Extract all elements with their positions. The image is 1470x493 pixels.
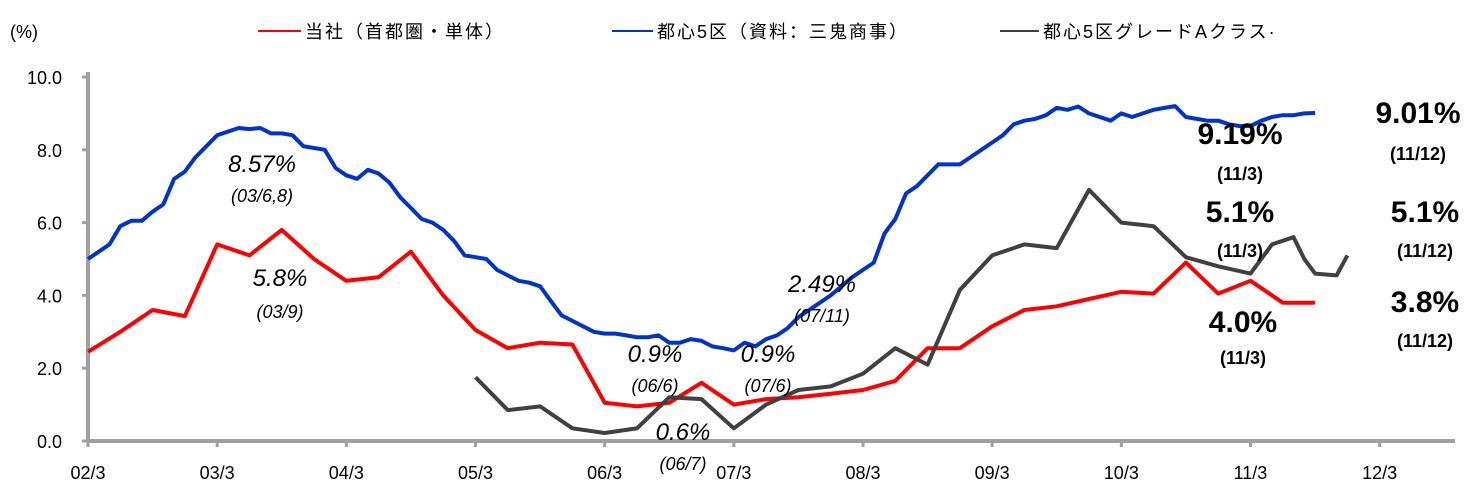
annotation: 5.1% xyxy=(1206,196,1274,229)
annotation: (11/12) xyxy=(1397,241,1453,261)
x-tick-label: 03/3 xyxy=(200,463,235,483)
annotation: (07/11) xyxy=(794,306,850,326)
annotation: (11/3) xyxy=(1220,348,1266,368)
x-tick-label: 10/3 xyxy=(1104,463,1139,483)
legend-label: 当社（首都圏・単体） xyxy=(305,22,505,42)
annotation: (06/6) xyxy=(631,376,678,396)
legend-label: 都心5区（資料：三鬼商事） xyxy=(657,22,909,42)
annotation: 5.8% xyxy=(253,265,308,292)
annotation: 0.9% xyxy=(628,341,683,368)
x-tick-label: 12/3 xyxy=(1362,463,1397,483)
x-tick-label: 02/3 xyxy=(70,463,105,483)
legend-label: 都心5区グレードAクラス· xyxy=(1043,22,1277,42)
annotation: (11/12) xyxy=(1397,331,1453,351)
annotation: 9.19% xyxy=(1197,118,1282,151)
y-tick-label: 4.0 xyxy=(37,286,62,306)
x-tick-label: 11/3 xyxy=(1234,463,1268,483)
y-tick-label: 0.0 xyxy=(37,432,62,452)
annotation: 0.6% xyxy=(656,419,711,446)
annotation: (03/6,8) xyxy=(231,186,293,206)
annotation: (07/6) xyxy=(744,376,791,396)
annotation: (11/12) xyxy=(1390,144,1446,164)
y-tick-label: 2.0 xyxy=(37,359,62,379)
y-tick-label: 6.0 xyxy=(37,214,62,234)
annotation: 3.8% xyxy=(1391,286,1459,319)
annotation: 8.57% xyxy=(228,151,296,178)
annotation: 9.01% xyxy=(1375,97,1460,130)
annotation: (06/7) xyxy=(659,454,706,474)
x-tick-label: 04/3 xyxy=(329,463,364,483)
x-tick-label: 08/3 xyxy=(845,463,880,483)
y-tick-label: 10.0 xyxy=(27,68,62,88)
x-tick-label: 09/3 xyxy=(975,463,1010,483)
x-tick-label: 06/3 xyxy=(587,463,622,483)
x-tick-label: 05/3 xyxy=(458,463,493,483)
annotation: 2.49% xyxy=(787,271,856,298)
annotation: (11/3) xyxy=(1217,164,1263,184)
y-tick-label: 8.0 xyxy=(37,141,62,161)
annotation: 0.9% xyxy=(741,341,796,368)
annotation: (11/3) xyxy=(1217,241,1263,261)
series-line xyxy=(86,227,1316,409)
y-axis-label: (%) xyxy=(10,22,38,42)
annotation: 5.1% xyxy=(1391,196,1459,229)
series-line xyxy=(86,104,1316,353)
series-line xyxy=(474,187,1350,435)
x-tick-label: 07/3 xyxy=(716,463,751,483)
annotation: (03/9) xyxy=(256,302,303,322)
annotation: 4.0% xyxy=(1209,306,1277,339)
